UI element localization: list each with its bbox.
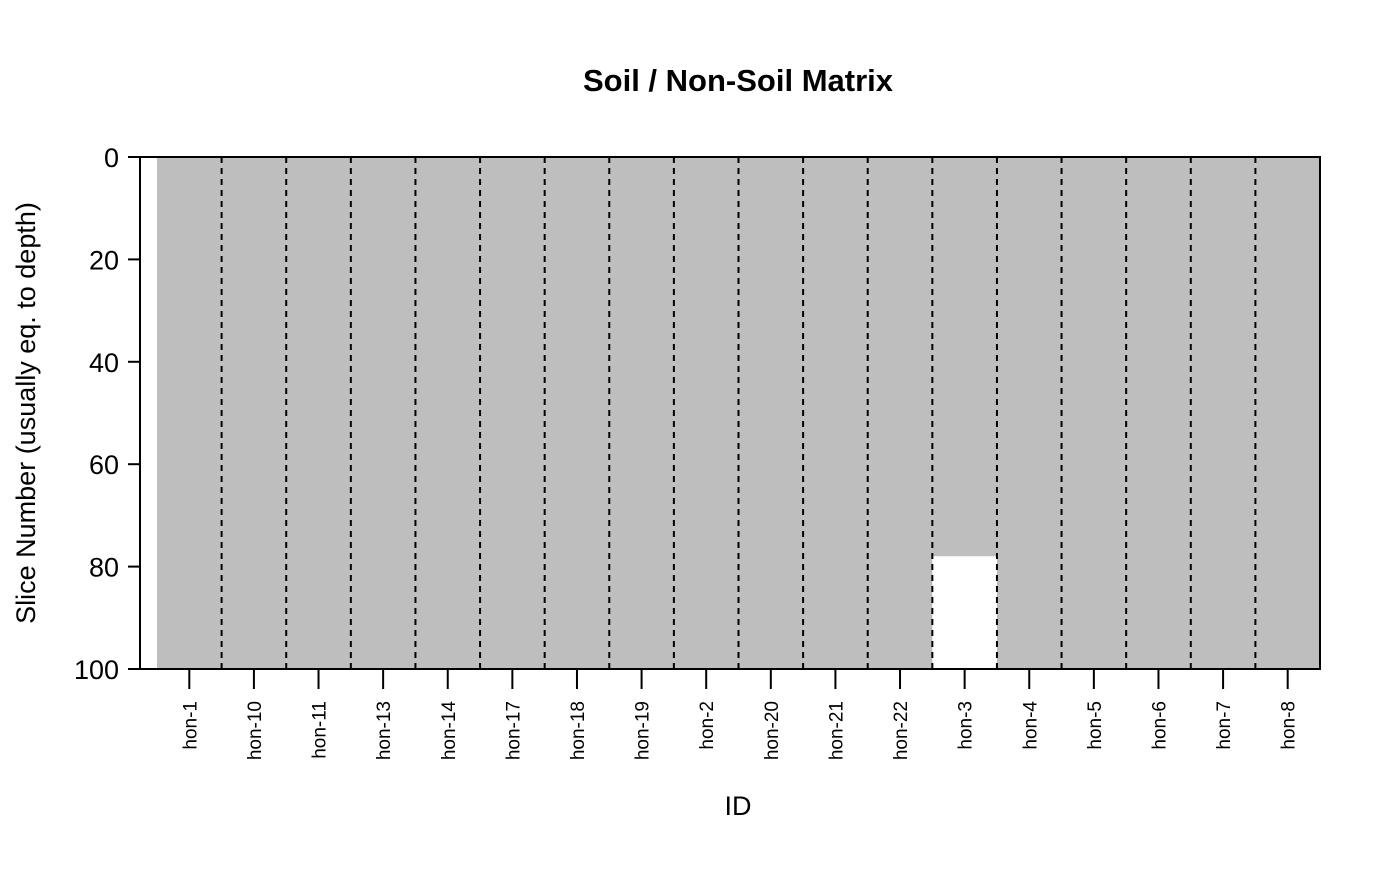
chart-title: Soil / Non-Soil Matrix	[583, 63, 894, 98]
soil-cell-hon-20	[738, 157, 804, 669]
x-tick-label: hon-17	[503, 701, 524, 760]
soil-cell-hon-19	[609, 157, 674, 669]
y-tick-label: 100	[74, 655, 119, 685]
x-tick-label: hon-7	[1214, 701, 1235, 750]
soil-cell-hon-3	[932, 157, 997, 557]
x-tick-label: hon-21	[826, 701, 847, 760]
soil-cell-hon-4	[996, 157, 1062, 669]
soil-cell-hon-2	[673, 157, 739, 669]
soil-cell-hon-1	[157, 157, 222, 669]
soil-cell-hon-18	[544, 157, 610, 669]
y-tick-label: 60	[89, 450, 119, 480]
x-tick-label: hon-20	[762, 701, 783, 760]
y-axis: 0 20 40 60 80 100	[74, 143, 141, 685]
soil-cell-hon-8	[1255, 157, 1320, 669]
soil-cell-hon-14	[415, 157, 481, 669]
soil-cell-hon-11	[286, 157, 351, 669]
y-axis-label: Slice Number (usually eq. to depth)	[11, 202, 41, 624]
x-tick-label: hon-14	[439, 701, 460, 761]
y-tick-label: 80	[89, 553, 119, 583]
x-tick-label: hon-13	[374, 701, 395, 760]
y-tick-label: 0	[104, 143, 119, 173]
soil-cell-hon-22	[867, 157, 933, 669]
x-tick-label: hon-22	[891, 701, 912, 760]
x-tick-label: hon-11	[310, 701, 331, 759]
non-soil-cell-hon-3	[932, 556, 997, 669]
soil-cell-hon-6	[1126, 157, 1191, 669]
x-tick-label: hon-8	[1279, 701, 1300, 750]
soil-cell-hon-10	[221, 157, 287, 669]
y-tick-label: 40	[89, 348, 119, 378]
x-axis-label: ID	[725, 791, 752, 821]
soil-cell-hon-5	[1061, 157, 1127, 669]
soil-cells	[157, 157, 1320, 669]
soil-cell-hon-17	[480, 157, 545, 669]
x-tick-label: hon-2	[697, 701, 718, 750]
x-tick-label: hon-4	[1020, 701, 1041, 750]
soil-cell-hon-13	[350, 157, 416, 669]
x-tick-label: hon-5	[1085, 701, 1106, 750]
y-tick-label: 20	[89, 245, 119, 275]
soil-cell-hon-21	[803, 157, 868, 669]
x-axis: hon-1 hon-10 hon-11 hon-13 hon-14 hon-17 hon-1…	[180, 668, 1300, 761]
soil-cell-hon-7	[1190, 157, 1256, 669]
x-tick-label: hon-6	[1149, 701, 1170, 750]
x-tick-label: hon-10	[245, 701, 266, 760]
x-tick-label: hon-1	[180, 701, 201, 750]
x-tick-label: hon-18	[568, 701, 589, 760]
x-tick-label: hon-19	[633, 701, 654, 760]
column-separators	[220, 157, 1257, 669]
x-tick-label: hon-3	[956, 701, 977, 750]
